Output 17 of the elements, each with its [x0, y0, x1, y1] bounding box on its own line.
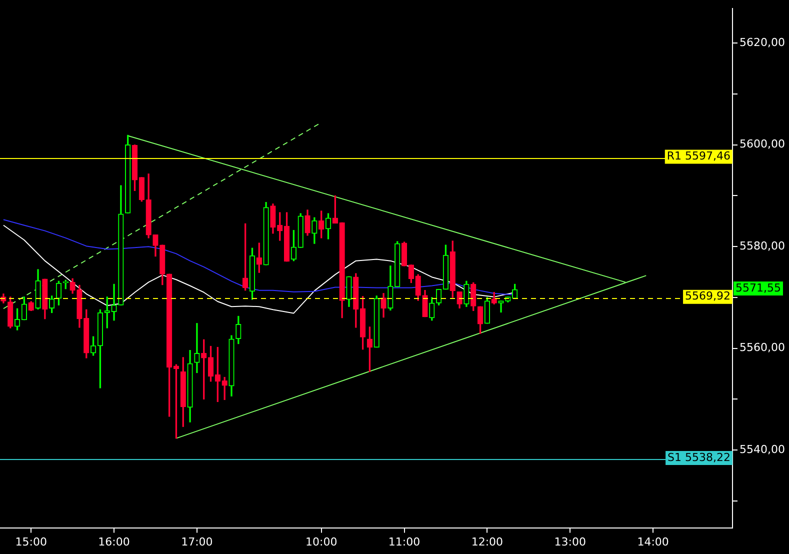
- text: 5571,55: [736, 281, 782, 294]
- ref-line-label: S1 5538,22: [668, 450, 731, 464]
- x-tick-label: 14:00: [637, 535, 669, 548]
- x-tick-label: 17:00: [181, 535, 213, 548]
- ref-line-label: 5569,92: [685, 290, 731, 303]
- x-tick-label: 13:00: [554, 535, 586, 548]
- y-tick-label: 5560,00: [740, 341, 786, 354]
- x-tick-label: 10:00: [305, 535, 338, 548]
- y-tick-label: 5580,00: [740, 239, 786, 252]
- ref-line-label: R1 5597,46: [666, 150, 731, 163]
- x-tick-label: 12:00: [471, 535, 504, 548]
- y-tick-label: 5540,00: [740, 442, 786, 456]
- x-tick-label: 15:00: [15, 535, 47, 548]
- x-tick-label: 16:00: [98, 535, 130, 548]
- y-tick-label: 5620,00: [740, 36, 786, 50]
- x-tick-label: 11:00: [388, 535, 420, 548]
- y-tick-label: 5600,00: [740, 138, 786, 151]
